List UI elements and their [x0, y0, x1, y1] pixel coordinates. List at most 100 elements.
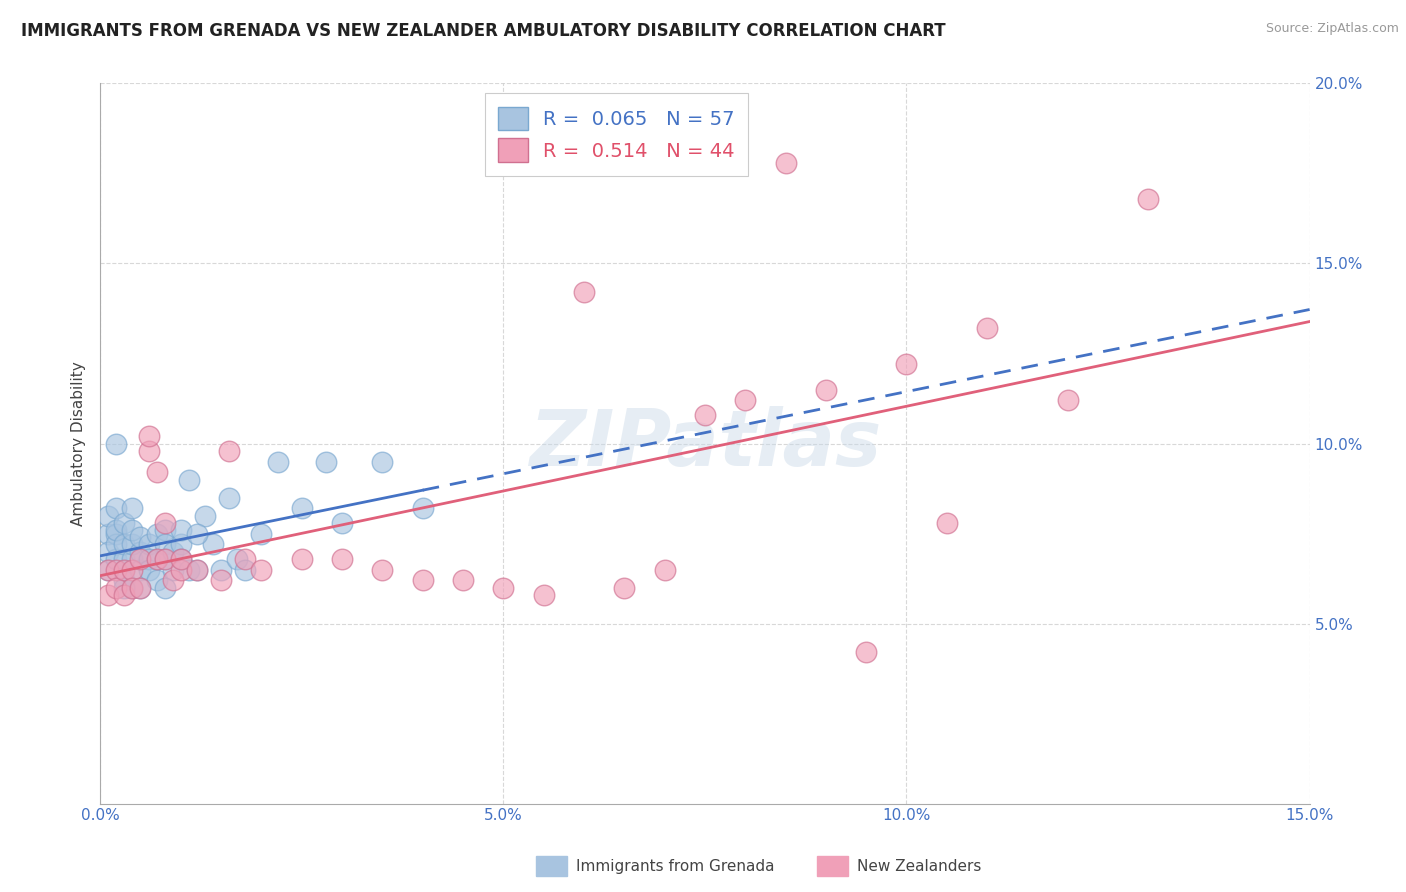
Point	[177, 473, 200, 487]
Point	[138, 429, 160, 443]
Point	[693, 408, 716, 422]
Point	[112, 588, 135, 602]
Point	[162, 574, 184, 588]
Point	[129, 530, 152, 544]
Point	[291, 551, 314, 566]
Point	[177, 563, 200, 577]
Text: New Zealanders: New Zealanders	[856, 859, 981, 873]
Point	[814, 383, 837, 397]
Point	[129, 563, 152, 577]
Point	[97, 563, 120, 577]
Point	[855, 645, 877, 659]
Point	[226, 551, 249, 566]
Point	[105, 526, 128, 541]
Point	[112, 537, 135, 551]
Point	[112, 551, 135, 566]
Point	[121, 501, 143, 516]
Point	[121, 523, 143, 537]
Point	[233, 563, 256, 577]
Point	[1056, 393, 1078, 408]
Point	[218, 443, 240, 458]
Text: ZIPatlas: ZIPatlas	[529, 406, 882, 482]
Point	[153, 523, 176, 537]
Point	[976, 321, 998, 335]
Point	[97, 508, 120, 523]
Point	[775, 155, 797, 169]
Point	[145, 574, 167, 588]
Point	[105, 501, 128, 516]
Point	[129, 551, 152, 566]
Text: Immigrants from Grenada: Immigrants from Grenada	[575, 859, 775, 873]
Text: Source: ZipAtlas.com: Source: ZipAtlas.com	[1265, 22, 1399, 36]
Point	[153, 581, 176, 595]
Point	[105, 436, 128, 450]
Point	[112, 581, 135, 595]
Point	[371, 563, 394, 577]
Point	[654, 563, 676, 577]
Point	[121, 581, 143, 595]
Point	[315, 454, 337, 468]
Point	[935, 516, 957, 530]
Y-axis label: Ambulatory Disability: Ambulatory Disability	[72, 361, 86, 526]
Point	[170, 537, 193, 551]
Point	[105, 523, 128, 537]
Point	[533, 588, 555, 602]
Point	[218, 491, 240, 505]
Point	[129, 544, 152, 558]
Point	[112, 574, 135, 588]
Point	[145, 526, 167, 541]
Point	[896, 357, 918, 371]
Point	[138, 443, 160, 458]
Point	[330, 551, 353, 566]
Point	[613, 581, 636, 595]
Legend: R =  0.065   N = 57, R =  0.514   N = 44: R = 0.065 N = 57, R = 0.514 N = 44	[485, 93, 748, 176]
Point	[412, 574, 434, 588]
Point	[492, 581, 515, 595]
Point	[202, 537, 225, 551]
Point	[97, 544, 120, 558]
Point	[162, 544, 184, 558]
Point	[209, 574, 232, 588]
Point	[112, 516, 135, 530]
Point	[734, 393, 756, 408]
Point	[138, 551, 160, 566]
Point	[451, 574, 474, 588]
Point	[145, 551, 167, 566]
Point	[170, 563, 193, 577]
Point	[153, 537, 176, 551]
Point	[112, 563, 135, 577]
Point	[291, 501, 314, 516]
Point	[209, 563, 232, 577]
Point	[105, 563, 128, 577]
Point	[121, 581, 143, 595]
Point	[121, 537, 143, 551]
Point	[233, 551, 256, 566]
Point	[250, 563, 273, 577]
Point	[97, 588, 120, 602]
Text: IMMIGRANTS FROM GRENADA VS NEW ZEALANDER AMBULATORY DISABILITY CORRELATION CHART: IMMIGRANTS FROM GRENADA VS NEW ZEALANDER…	[21, 22, 946, 40]
Point	[105, 537, 128, 551]
Point	[572, 285, 595, 300]
Point	[129, 581, 152, 595]
Point	[412, 501, 434, 516]
Point	[1137, 192, 1160, 206]
Point	[186, 563, 208, 577]
Point	[105, 551, 128, 566]
Point	[145, 466, 167, 480]
Point	[170, 551, 193, 566]
Point	[105, 581, 128, 595]
Point	[138, 563, 160, 577]
Point	[194, 508, 217, 523]
Point	[138, 537, 160, 551]
Point	[97, 526, 120, 541]
Point	[153, 516, 176, 530]
Point	[121, 563, 143, 577]
Point	[121, 551, 143, 566]
Point	[250, 526, 273, 541]
Point	[330, 516, 353, 530]
Point	[153, 551, 176, 566]
Point	[170, 523, 193, 537]
Point	[129, 581, 152, 595]
Point	[266, 454, 288, 468]
Point	[145, 551, 167, 566]
